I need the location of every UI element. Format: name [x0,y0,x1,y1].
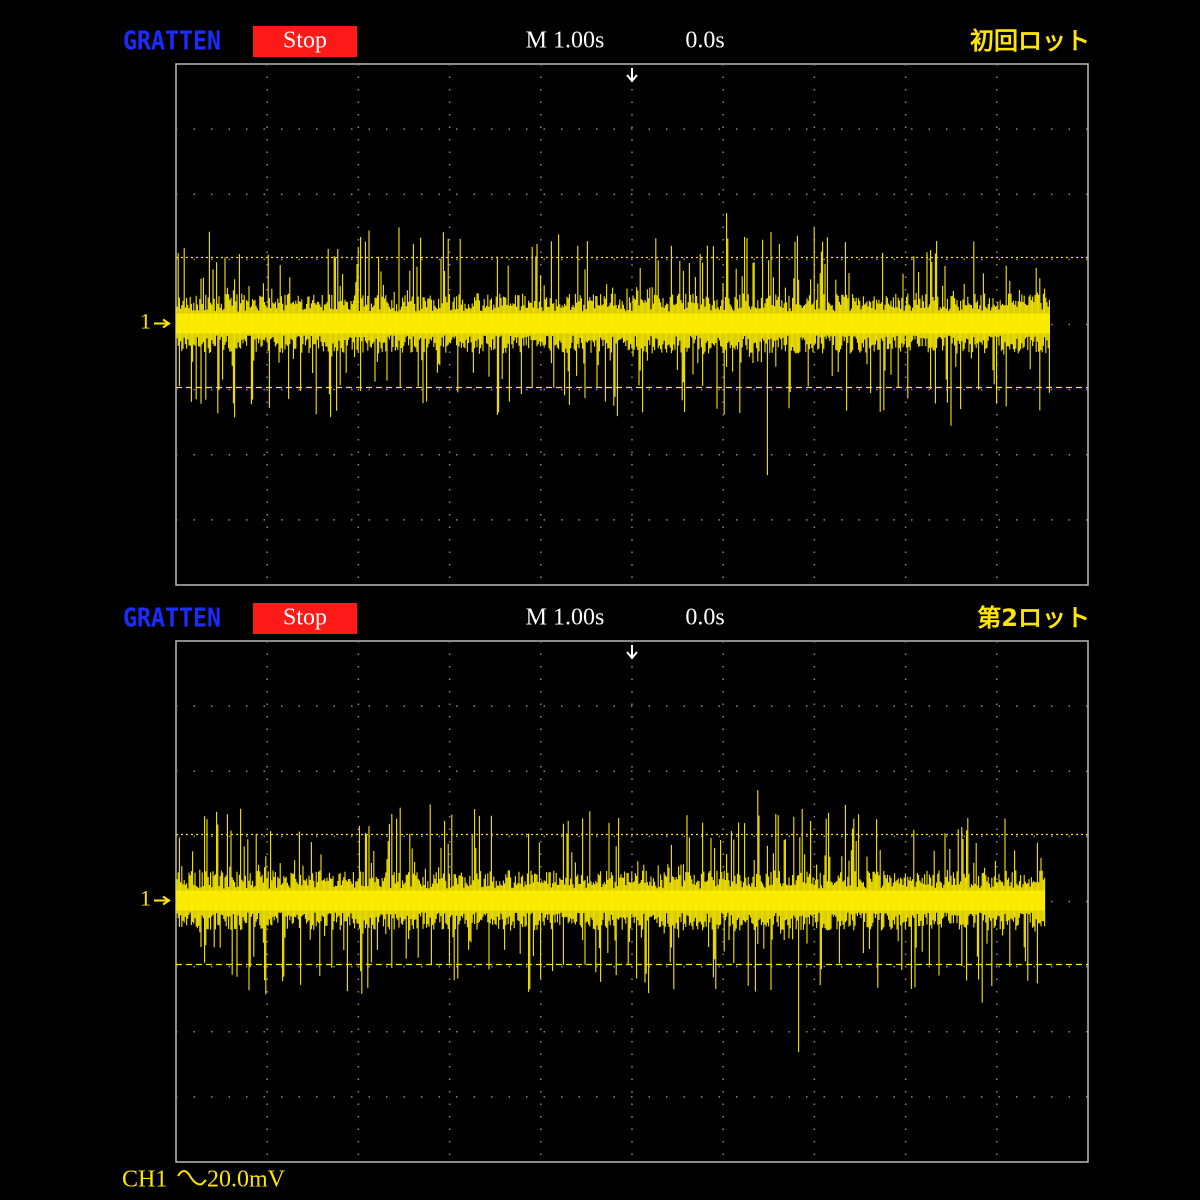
channel-scale: 20.0mV [207,1167,286,1193]
ac-coupling-icon [177,1170,207,1186]
status: Stop [283,605,327,631]
channel-marker: 1 [140,309,151,334]
trigger-arrow [626,645,638,660]
trigger-arrow [626,68,638,83]
timebase: M 1.00s [526,28,605,54]
status-badge [253,26,357,57]
channel-marker: 1 [140,886,151,911]
status-badge [253,603,357,634]
screen-label: 第2ロット [977,604,1090,632]
status: Stop [283,28,327,54]
logo: GRATTEN [123,604,221,634]
channel-label: CH1 [122,1167,167,1193]
timebase: M 1.00s [526,605,605,631]
screen-label: 初回ロット [970,27,1090,55]
waveform-core [176,890,1045,911]
channel-arrow [154,895,171,906]
channel-arrow [154,318,171,329]
logo: GRATTEN [123,27,221,57]
waveform-core [176,313,1050,334]
trigger-position: 0.0s [685,605,724,631]
trigger-position: 0.0s [685,28,724,54]
